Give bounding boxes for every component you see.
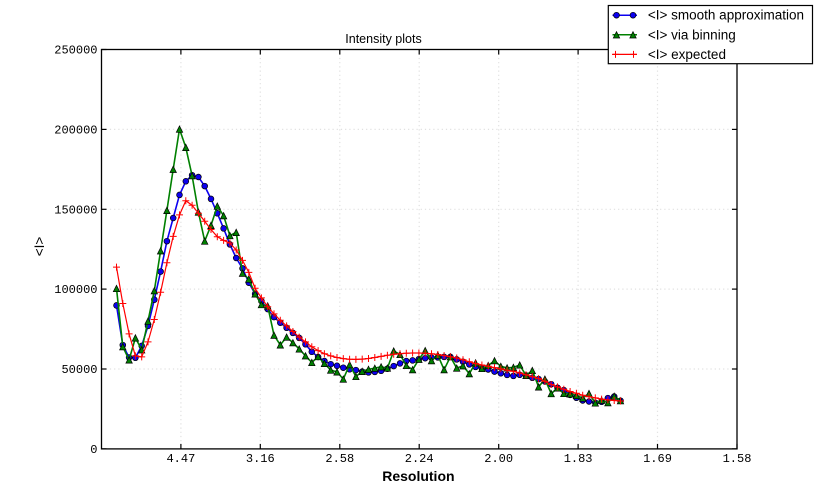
svg-text:2.00: 2.00 (484, 452, 513, 466)
svg-text:50000: 50000 (61, 363, 97, 377)
svg-text:<I> via binning: <I> via binning (648, 27, 736, 42)
svg-text:<I>: <I> (32, 237, 47, 257)
svg-text:1.58: 1.58 (723, 452, 752, 466)
svg-text:Intensity plots: Intensity plots (345, 32, 421, 46)
svg-text:250000: 250000 (54, 44, 97, 58)
svg-text:2.24: 2.24 (405, 452, 434, 466)
svg-text:200000: 200000 (54, 123, 97, 137)
svg-text:<I> expected: <I> expected (648, 47, 726, 62)
svg-text:2.58: 2.58 (325, 452, 354, 466)
svg-text:4.47: 4.47 (166, 452, 195, 466)
svg-text:1.83: 1.83 (564, 452, 593, 466)
svg-text:<I> smooth approximation: <I> smooth approximation (648, 8, 804, 23)
svg-text:3.16: 3.16 (246, 452, 275, 466)
svg-text:150000: 150000 (54, 203, 97, 217)
svg-text:1.69: 1.69 (643, 452, 672, 466)
svg-text:Resolution: Resolution (382, 468, 454, 484)
svg-text:0: 0 (90, 443, 97, 457)
svg-text:100000: 100000 (54, 283, 97, 297)
